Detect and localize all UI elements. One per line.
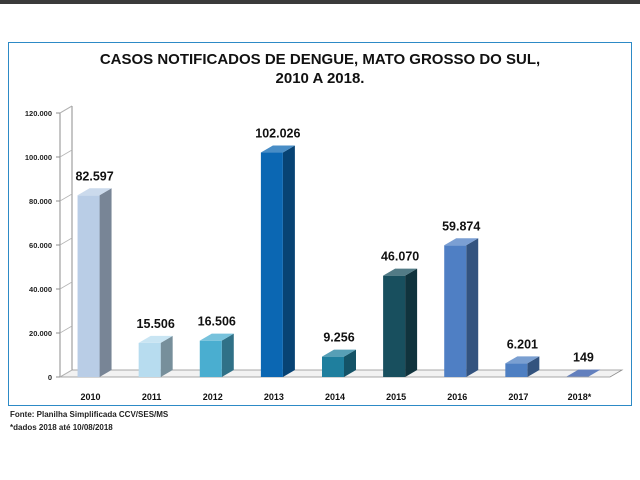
bar-2017 [505,356,540,377]
bar-2018 [566,369,601,377]
bar-2012 [199,333,234,377]
y-tick-label: 60.000 [29,241,52,250]
bar-top [505,356,540,364]
bar-2011 [138,335,173,377]
bar-2016 [444,238,479,377]
x-tick-label: 2014 [325,392,345,402]
bar-front [260,152,283,377]
value-label: 9.256 [323,331,354,345]
bar-side [160,335,173,377]
y-tick-depth [59,193,73,202]
top-band [0,0,640,4]
y-tick-label: 100.000 [25,153,52,162]
value-label: 6.201 [507,337,538,351]
chart-panel [8,42,632,406]
bar-side [344,349,356,377]
bar-front [444,245,467,377]
bar-top [566,369,601,377]
chart-title: CASOS NOTIFICADOS DE DENGUE, MATO GROSSO… [8,50,632,88]
value-label: 102.026 [255,127,300,141]
y-tick-label: 20.000 [29,329,52,338]
bar-front [505,363,528,377]
y-tick-label: 80.000 [29,197,52,206]
value-label: 149 [573,351,594,365]
bar-2015 [383,268,418,377]
date-note: *dados 2018 até 10/08/2018 [10,423,113,432]
value-label: 16.506 [198,315,236,329]
value-label: 59.874 [442,219,480,233]
bar-top [260,145,295,153]
x-tick-label: 2015 [386,392,406,402]
x-tick-label: 2011 [142,392,162,402]
bar-side [221,333,234,377]
x-tick-label: 2013 [264,392,284,402]
bar-top [444,238,479,246]
y-tick-depth [59,237,73,246]
bar-side [466,238,479,377]
bar-top [383,268,418,276]
source-note: Fonte: Planilha Simplificada CCV/SES/MS [10,410,169,419]
bar-front [383,275,406,377]
bar-2010 [77,188,112,377]
bar-top [138,335,173,343]
bar-2013 [260,145,295,377]
x-tick-label: 2010 [81,392,101,402]
bar-front [138,342,161,377]
bar-front [199,340,222,377]
x-tick-label: 2012 [203,392,223,402]
bar-side [527,356,540,377]
value-label: 15.506 [137,317,175,331]
y-tick-depth [59,325,73,334]
y-tick-depth [59,149,73,158]
bar-front [322,356,344,377]
y-tick-depth [59,105,73,114]
bar-side [99,188,112,377]
y-tick-label: 120.000 [25,109,52,118]
value-label: 46.070 [381,250,419,264]
y-tick-label: 0 [48,373,52,382]
bar-front [77,195,100,377]
bar-side [282,145,295,377]
chart-subtitle-line: 2010 A 2018. [275,70,365,87]
y-tick-depth [59,281,73,290]
value-label: 82.597 [75,169,113,183]
x-tick-label: 2016 [447,392,467,402]
bar-top [77,188,112,196]
bar-side [405,268,418,377]
bar-top [199,333,234,341]
bar-2014 [322,349,356,377]
y-tick-label: 40.000 [29,285,52,294]
x-tick-label: 2017 [508,392,528,402]
chart-title-line: CASOS NOTIFICADOS DE DENGUE, MATO GROSSO… [99,51,541,68]
x-tick-label: 2018* [568,392,592,402]
bar-top [322,349,356,357]
y-tick-depth [59,369,73,378]
